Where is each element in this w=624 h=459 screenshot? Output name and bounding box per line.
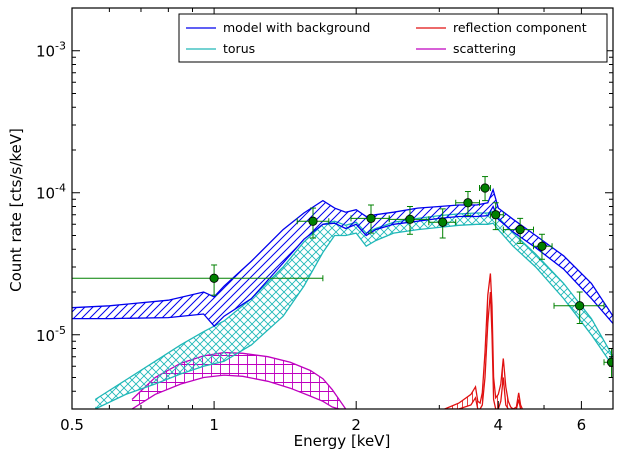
- data-point: [502, 217, 535, 244]
- legend-label-scattering: scattering: [453, 41, 516, 56]
- data-point: [428, 208, 457, 239]
- x-tick-label: 4: [494, 416, 504, 434]
- ticks-layer: [71, 7, 614, 410]
- data-marker: [575, 301, 585, 311]
- data-marker: [491, 210, 501, 220]
- data-marker: [308, 216, 318, 226]
- y-tick-label: 10-4: [36, 182, 66, 203]
- legend-box: [178, 13, 608, 63]
- data-marker: [515, 225, 525, 235]
- data-point: [455, 191, 481, 217]
- data-marker: [209, 273, 219, 283]
- band-reflection: [444, 273, 523, 409]
- x-tick-label: 6: [577, 416, 587, 434]
- y-tick-base: 10: [36, 43, 55, 61]
- line-torus-lower: [94, 222, 613, 409]
- data-marker: [405, 214, 415, 224]
- line-reflection-lower: [444, 291, 523, 409]
- plot-frame: [71, 7, 614, 410]
- y-tick-exponent: -3: [55, 40, 66, 53]
- legend-label-torus: torus: [223, 41, 255, 56]
- data-marker: [463, 198, 473, 208]
- data-marker: [366, 213, 376, 223]
- band-torus: [95, 211, 613, 409]
- y-tick-base: 10: [36, 185, 55, 203]
- data-points-layer: [72, 176, 613, 378]
- x-tick-label: 2: [351, 416, 361, 434]
- data-point: [489, 202, 504, 231]
- data-marker: [480, 183, 490, 193]
- data-point: [479, 176, 491, 202]
- legend-label-reflection: reflection component: [453, 20, 587, 35]
- data-point: [533, 233, 553, 260]
- y-tick-label: 10-5: [36, 324, 66, 345]
- data-marker: [537, 241, 547, 251]
- line-scattering-lower: [131, 374, 346, 409]
- data-point: [72, 264, 324, 296]
- band-model: [72, 189, 613, 327]
- x-axis-label: Energy [keV]: [294, 432, 391, 450]
- data-marker: [606, 357, 613, 367]
- y-tick-base: 10: [36, 327, 55, 345]
- y-tick-labels: 10-510-410-3: [36, 40, 66, 345]
- x-tick-label: 0.5: [60, 416, 84, 434]
- data-marker: [438, 217, 448, 227]
- y-axis-label: Count rate [cts/s/keV]: [7, 128, 25, 292]
- legend: model with background reflection compone…: [178, 13, 608, 63]
- series-layer: [72, 187, 613, 409]
- legend-label-model: model with background: [223, 20, 370, 35]
- x-tick-label: 1: [209, 416, 219, 434]
- y-tick-exponent: -5: [55, 324, 66, 337]
- y-tick-exponent: -4: [55, 182, 66, 195]
- data-point: [296, 207, 330, 239]
- x-tick-labels: 0.5 1 2 4 6: [60, 416, 586, 434]
- data-point: [553, 291, 605, 325]
- y-tick-label: 10-3: [36, 40, 66, 61]
